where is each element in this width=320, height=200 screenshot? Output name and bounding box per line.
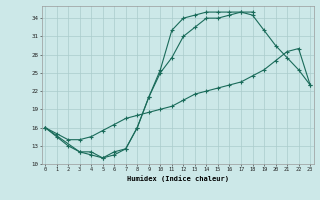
X-axis label: Humidex (Indice chaleur): Humidex (Indice chaleur) — [127, 175, 228, 182]
